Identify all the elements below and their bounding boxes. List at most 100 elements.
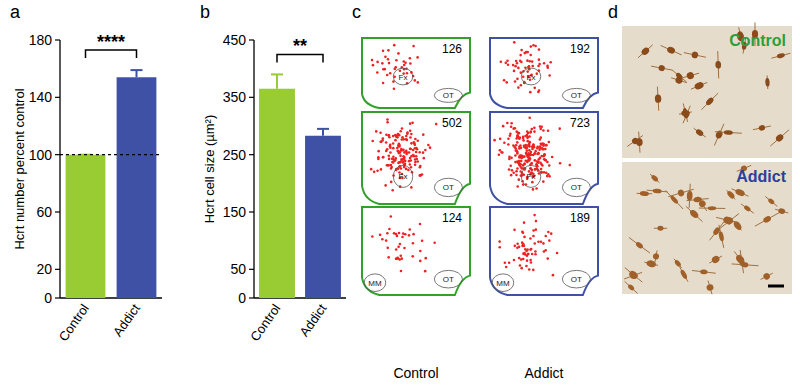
cell-dot: [548, 164, 551, 167]
cell-dot: [510, 157, 513, 160]
cell-dot: [399, 154, 402, 157]
cell-dot: [517, 161, 520, 164]
stained-cell: [686, 71, 695, 80]
cell-dot: [429, 146, 432, 149]
cell-dot: [502, 125, 505, 128]
group-label: Control: [393, 365, 438, 381]
cell-dot: [532, 188, 535, 191]
cell-dot: [547, 66, 550, 69]
cell-dot: [408, 228, 411, 231]
cell-count: 189: [570, 211, 590, 225]
cell-dot: [396, 136, 399, 139]
cell-dot: [530, 248, 533, 251]
landmark: [492, 274, 514, 292]
cell-dot: [533, 87, 536, 90]
cell-dot: [395, 59, 398, 62]
cell-dot: [371, 140, 374, 143]
cell-dot: [519, 264, 522, 267]
cell-process: [674, 259, 682, 268]
cell-dot: [404, 160, 407, 163]
stained-cell: [655, 94, 662, 103]
landmark-label: Fx: [527, 73, 536, 82]
y-tick-label: 140: [29, 89, 53, 105]
cell-dot: [529, 167, 532, 170]
cell-dot: [545, 172, 548, 175]
cell-dot: [526, 137, 529, 140]
figure: aHcrt number percent control020601001401…: [0, 0, 800, 390]
cell-dot: [411, 255, 414, 258]
cell-dot: [536, 147, 539, 150]
cell-dot: [408, 234, 411, 237]
stained-cell: [700, 269, 708, 275]
cell-dot: [416, 140, 419, 143]
cell-dot: [514, 154, 517, 157]
cell-dot: [379, 141, 382, 144]
cell-dot: [400, 270, 403, 273]
cell-dot: [399, 255, 402, 258]
cell-dot: [517, 67, 520, 70]
cell-dot: [510, 174, 513, 177]
cell-dot: [384, 184, 387, 187]
stained-cell: [674, 259, 682, 268]
cell-dot: [516, 160, 519, 163]
error-bar: [131, 70, 143, 77]
cell-dot: [397, 152, 400, 155]
y-tick-label: 60: [36, 204, 52, 220]
landmark: [434, 270, 462, 288]
cell-dot: [377, 150, 380, 153]
cell-dot: [517, 136, 520, 139]
cell-dot: [372, 64, 375, 67]
cell-dot: [410, 133, 413, 136]
cell-dot: [552, 274, 555, 277]
cell-dot: [533, 159, 536, 162]
bar: [259, 89, 295, 298]
y-tick-label: 180: [29, 32, 53, 48]
error-cap: [131, 69, 143, 71]
cell-dot: [385, 133, 388, 136]
cell-dot: [528, 60, 531, 63]
stained-cell: [715, 130, 724, 140]
cell-dot: [518, 145, 521, 148]
cell-dot: [544, 249, 547, 252]
section-outline: [362, 38, 470, 108]
panel-label: d: [608, 2, 618, 22]
cell-process: [627, 136, 643, 147]
cell-dot: [523, 236, 526, 239]
cell-dot: [387, 164, 390, 167]
cell-dot: [381, 238, 384, 241]
cell-dot: [534, 150, 537, 153]
cell-dot: [409, 57, 412, 60]
cell-process: [755, 213, 779, 227]
cell-dot: [536, 153, 539, 156]
cell-dot: [413, 144, 416, 147]
cell-dot: [414, 147, 417, 150]
cell-dot: [516, 152, 519, 155]
cell-dot: [409, 163, 412, 166]
landmark: [393, 68, 412, 85]
cell-dot: [535, 228, 538, 231]
error-cap: [271, 73, 283, 75]
cell-dot: [391, 189, 394, 192]
error-cap: [317, 128, 329, 130]
cell-dot: [385, 141, 388, 144]
tissue-background: [622, 26, 792, 158]
cell-dot: [387, 58, 390, 61]
stained-cell: [650, 174, 659, 183]
cell-dot: [387, 49, 390, 52]
cell-dot: [394, 68, 397, 71]
cell-dot: [499, 149, 502, 152]
cell-dot: [397, 246, 400, 249]
cell-dot: [390, 181, 393, 184]
cell-dot: [503, 141, 506, 144]
cell-dot: [512, 127, 515, 130]
stained-cell: [705, 96, 715, 106]
landmark-label: OT: [571, 183, 582, 192]
section-outline: [362, 207, 470, 295]
bar-chart: aHcrt number percent control020601001401…: [10, 2, 168, 344]
cell-dot: [410, 186, 413, 189]
stained-cell: [687, 191, 693, 201]
cell-process: [714, 124, 724, 146]
stained-cell: [635, 241, 644, 249]
cell-dot: [416, 81, 419, 84]
cell-dot: [385, 239, 388, 242]
